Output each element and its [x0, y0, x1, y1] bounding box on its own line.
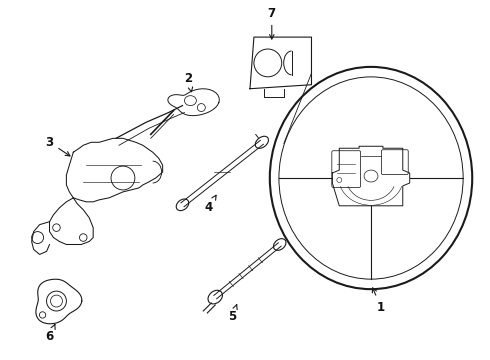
Text: 7: 7: [268, 7, 276, 39]
Text: 2: 2: [184, 72, 193, 92]
Text: 5: 5: [228, 305, 237, 323]
Text: 4: 4: [204, 195, 216, 214]
Text: 3: 3: [46, 136, 70, 156]
Text: 1: 1: [372, 288, 385, 314]
Text: 6: 6: [46, 324, 55, 343]
